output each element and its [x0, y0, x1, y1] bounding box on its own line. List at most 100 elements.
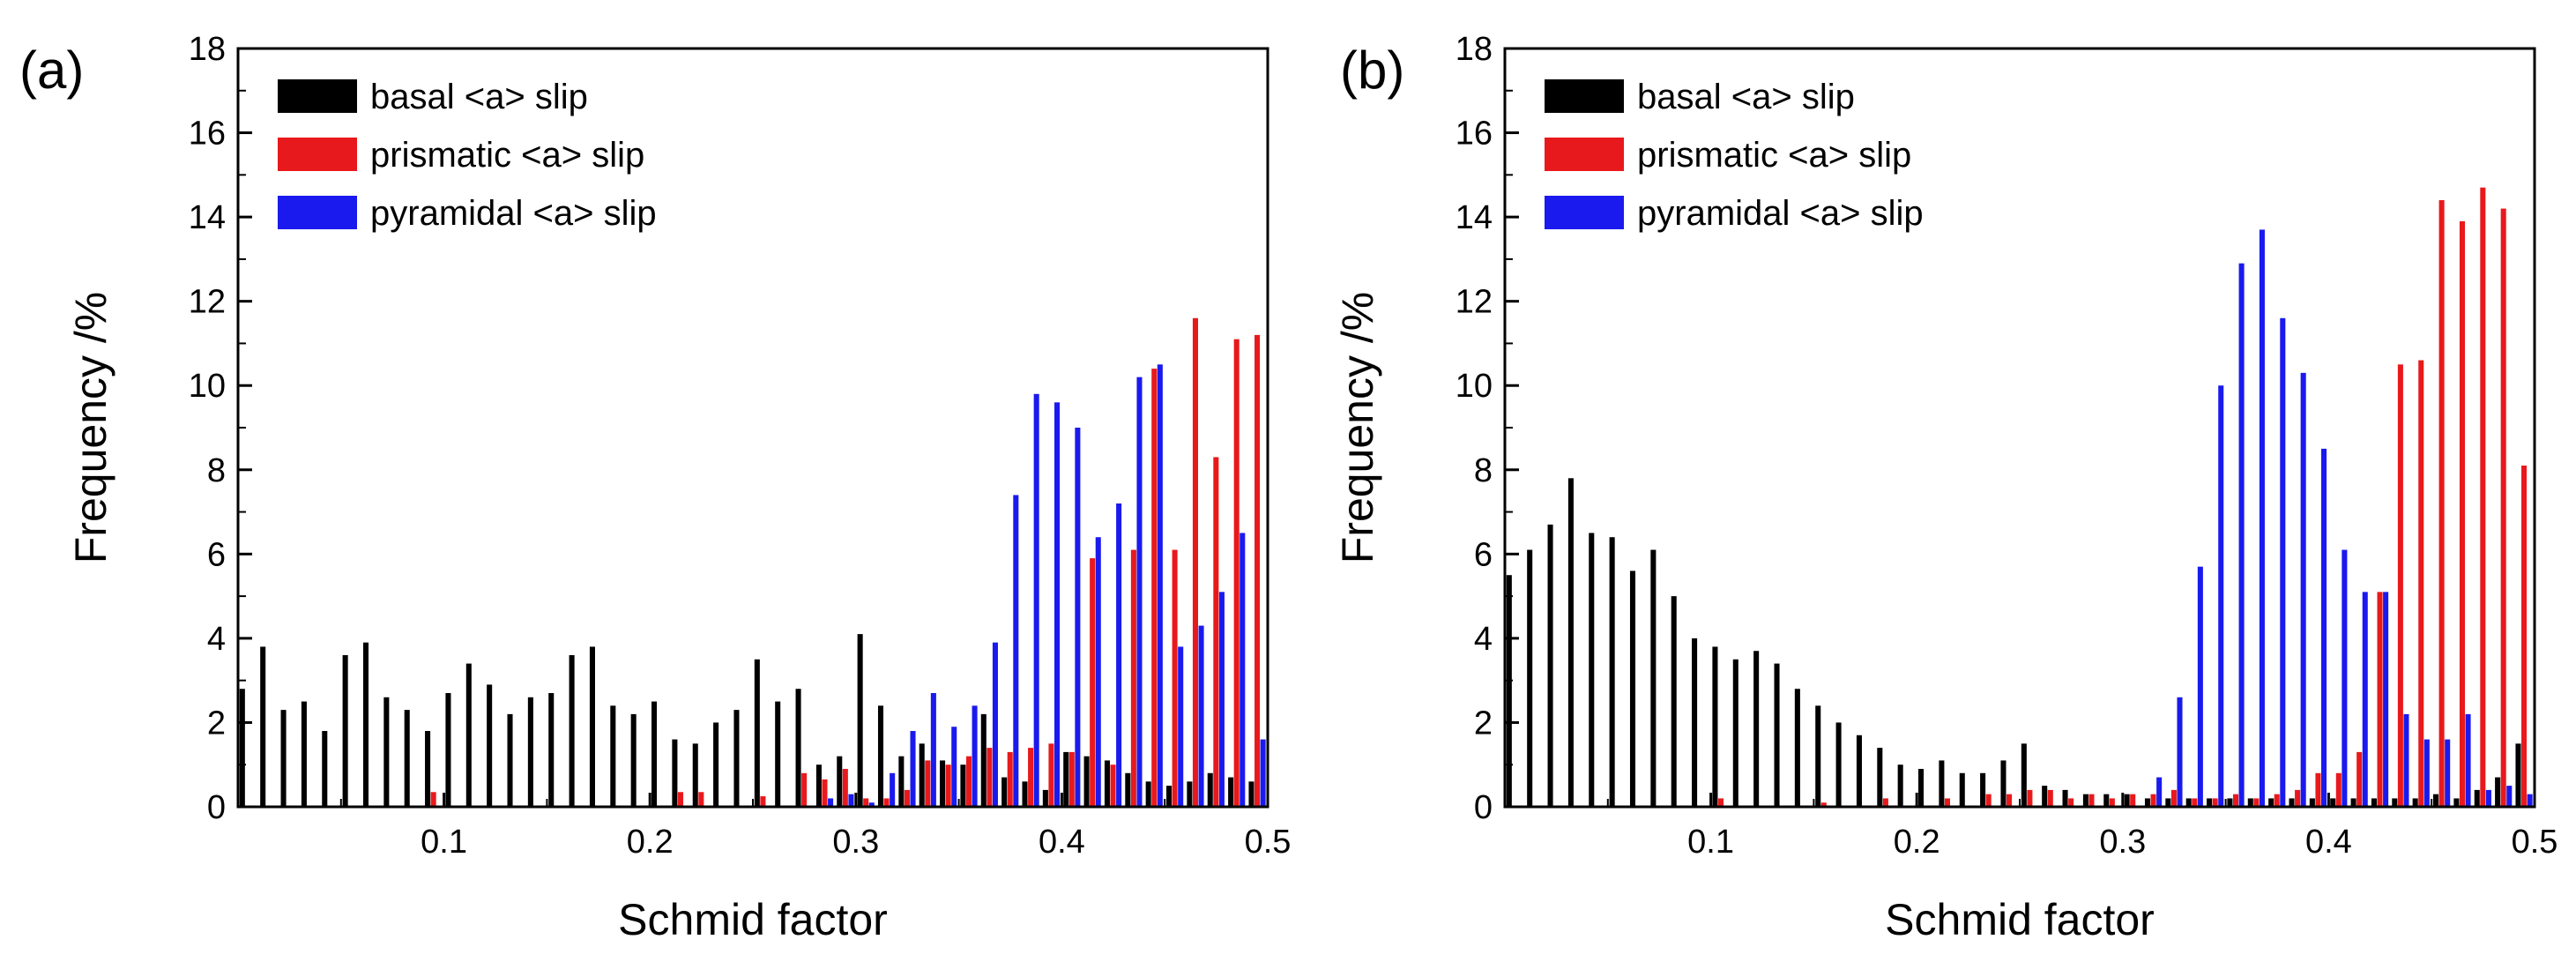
- bar: [1075, 428, 1081, 807]
- bar: [2485, 789, 2491, 807]
- bar: [1233, 339, 1240, 807]
- bar: [1228, 777, 1234, 807]
- bar: [857, 634, 863, 807]
- legend-swatch: [278, 196, 357, 229]
- bar: [1187, 781, 1193, 807]
- y-tick-label: 16: [189, 116, 226, 153]
- bar: [2438, 200, 2445, 807]
- bar: [2315, 772, 2321, 807]
- bar: [1732, 659, 1738, 807]
- bar: [1815, 705, 1821, 807]
- bar: [960, 764, 966, 807]
- bar: [2156, 777, 2163, 807]
- x-tick-label: 0.1: [1687, 824, 1734, 861]
- bar: [2259, 229, 2265, 807]
- bar: [1980, 772, 1986, 807]
- bar: [2006, 794, 2013, 807]
- bar: [692, 743, 698, 807]
- bar: [945, 764, 951, 807]
- y-tick-label: 10: [1456, 368, 1493, 405]
- bar: [848, 794, 854, 807]
- y-tick-label: 4: [207, 621, 226, 658]
- bar: [904, 789, 910, 807]
- bar: [2000, 760, 2006, 807]
- bar: [2433, 794, 2439, 807]
- bar: [965, 756, 972, 807]
- bar: [1882, 798, 1888, 807]
- legend-label: basal <a> slip: [370, 78, 588, 116]
- bar: [754, 659, 760, 807]
- bar: [2465, 713, 2471, 807]
- bar: [877, 705, 884, 807]
- bar: [2377, 592, 2383, 807]
- bar: [2350, 798, 2356, 807]
- bar: [1028, 748, 1034, 807]
- bar: [362, 642, 369, 807]
- legend-label: prismatic <a> slip: [370, 136, 644, 175]
- bar: [842, 769, 848, 807]
- x-tick-label: 0.5: [2512, 824, 2558, 861]
- series-pyramidal: [2156, 229, 2533, 807]
- bar: [2212, 798, 2218, 807]
- bar: [1213, 457, 1219, 807]
- chart-panel-0: 0 2 4 6 8 10 12 14 16 18 0.1 0.2 0.3 0.4 0.5 Schmid fac…: [19, 31, 1291, 944]
- bar: [2459, 220, 2465, 807]
- bar: [2397, 364, 2403, 807]
- bar: [2289, 798, 2295, 807]
- bar: [2253, 798, 2260, 807]
- x-tick-label: 0.5: [1245, 824, 1292, 861]
- bar: [930, 693, 936, 807]
- bar: [2082, 794, 2088, 807]
- y-axis-label: Frequency /%: [66, 292, 115, 563]
- y-tick-label: 14: [189, 199, 226, 236]
- x-axis-label: Schmid factor: [1885, 895, 2155, 944]
- bar: [2474, 789, 2480, 807]
- bar: [2392, 798, 2398, 807]
- bar: [1104, 760, 1110, 807]
- y-tick-label: 4: [1474, 621, 1493, 658]
- bar: [1136, 377, 1143, 807]
- y-tick-label: 12: [189, 284, 226, 321]
- bar: [2335, 772, 2341, 807]
- bar: [610, 705, 616, 807]
- bar: [919, 743, 925, 807]
- bar: [1774, 663, 1780, 807]
- bar: [1022, 781, 1028, 807]
- bar: [589, 646, 595, 807]
- y-axis-label: Frequency /%: [1333, 292, 1382, 563]
- y-tick-label: 10: [189, 368, 226, 405]
- bar: [2021, 743, 2027, 807]
- bar: [1145, 781, 1151, 807]
- bar: [2170, 789, 2177, 807]
- bar: [1506, 575, 1512, 807]
- bar: [986, 748, 993, 807]
- bar: [1248, 781, 1254, 807]
- bar: [507, 713, 513, 807]
- bar: [2062, 789, 2068, 807]
- y-tick-label: 14: [1456, 199, 1493, 236]
- bar: [2321, 448, 2327, 807]
- series-prismatic: [1717, 187, 2528, 808]
- bar: [972, 705, 978, 807]
- bar: [2268, 798, 2274, 807]
- bar: [863, 798, 869, 807]
- bar: [992, 642, 998, 807]
- y-tick-label: 6: [1474, 536, 1493, 573]
- bar: [1125, 772, 1131, 807]
- bar: [2047, 789, 2053, 807]
- bar: [630, 713, 637, 807]
- bar: [1547, 524, 1553, 807]
- bar: [342, 655, 348, 807]
- legend-label: basal <a> slip: [1637, 78, 1855, 116]
- bar: [815, 764, 822, 807]
- legend-label: pyramidal <a> slip: [370, 194, 657, 233]
- bar: [1116, 503, 1122, 807]
- bar: [1048, 743, 1054, 807]
- bar: [1897, 764, 1903, 807]
- bar: [2527, 794, 2533, 807]
- bar: [1178, 646, 1184, 807]
- bar: [1166, 786, 1173, 807]
- bar: [487, 684, 493, 807]
- bar: [801, 772, 808, 807]
- legend-swatch: [1545, 138, 1624, 171]
